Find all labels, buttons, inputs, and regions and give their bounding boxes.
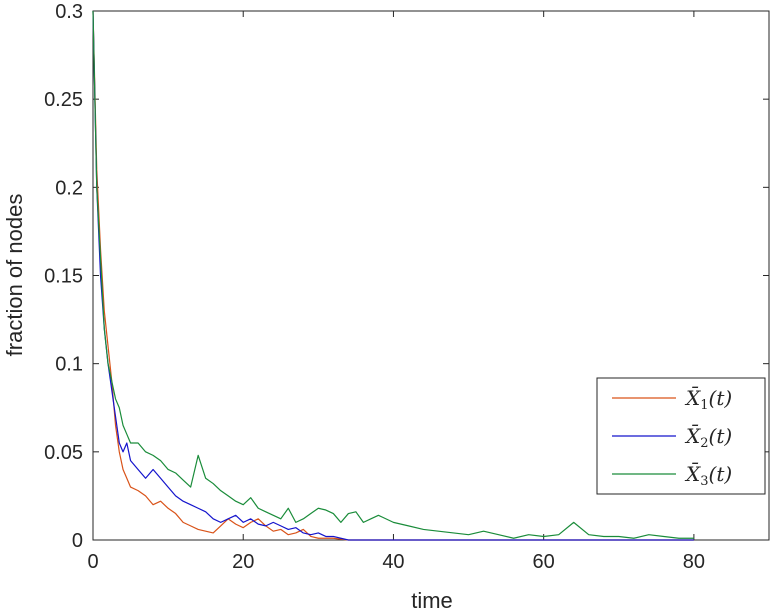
- legend: X̄1(t) X̄2(t) X̄3(t): [596, 377, 766, 495]
- x-axis-ticks: 0 20 40 60 80: [87, 11, 705, 573]
- series-line-1: [92, 10, 694, 541]
- x-tick-label: 60: [533, 551, 555, 573]
- x-tick-label: 80: [683, 551, 705, 573]
- x-tick-label: 20: [232, 551, 254, 573]
- x-tick-label: 0: [87, 551, 98, 573]
- x-tick-label: 40: [382, 551, 404, 573]
- y-tick-label: 0.3: [55, 1, 83, 23]
- y-axis-ticks: 0 0.05 0.1 0.15 0.2 0.25 0.3: [44, 1, 769, 552]
- legend-label-3: X̄3(t): [684, 461, 732, 489]
- y-tick-label: 0.05: [44, 442, 83, 464]
- y-tick-label: 0: [72, 530, 83, 552]
- series-line-3: [92, 10, 694, 539]
- legend-label-1: X̄1(t): [684, 385, 732, 413]
- x-axis-label: time: [411, 588, 453, 613]
- y-tick-label: 0.15: [44, 266, 83, 288]
- y-tick-label: 0.25: [44, 89, 83, 111]
- y-tick-label: 0.1: [55, 354, 83, 376]
- series-line-2: [92, 10, 694, 541]
- series-layer: [92, 10, 694, 541]
- y-tick-label: 0.2: [55, 177, 83, 199]
- y-axis-label: fraction of nodes: [2, 194, 27, 357]
- legend-label-2: X̄2(t): [684, 423, 732, 451]
